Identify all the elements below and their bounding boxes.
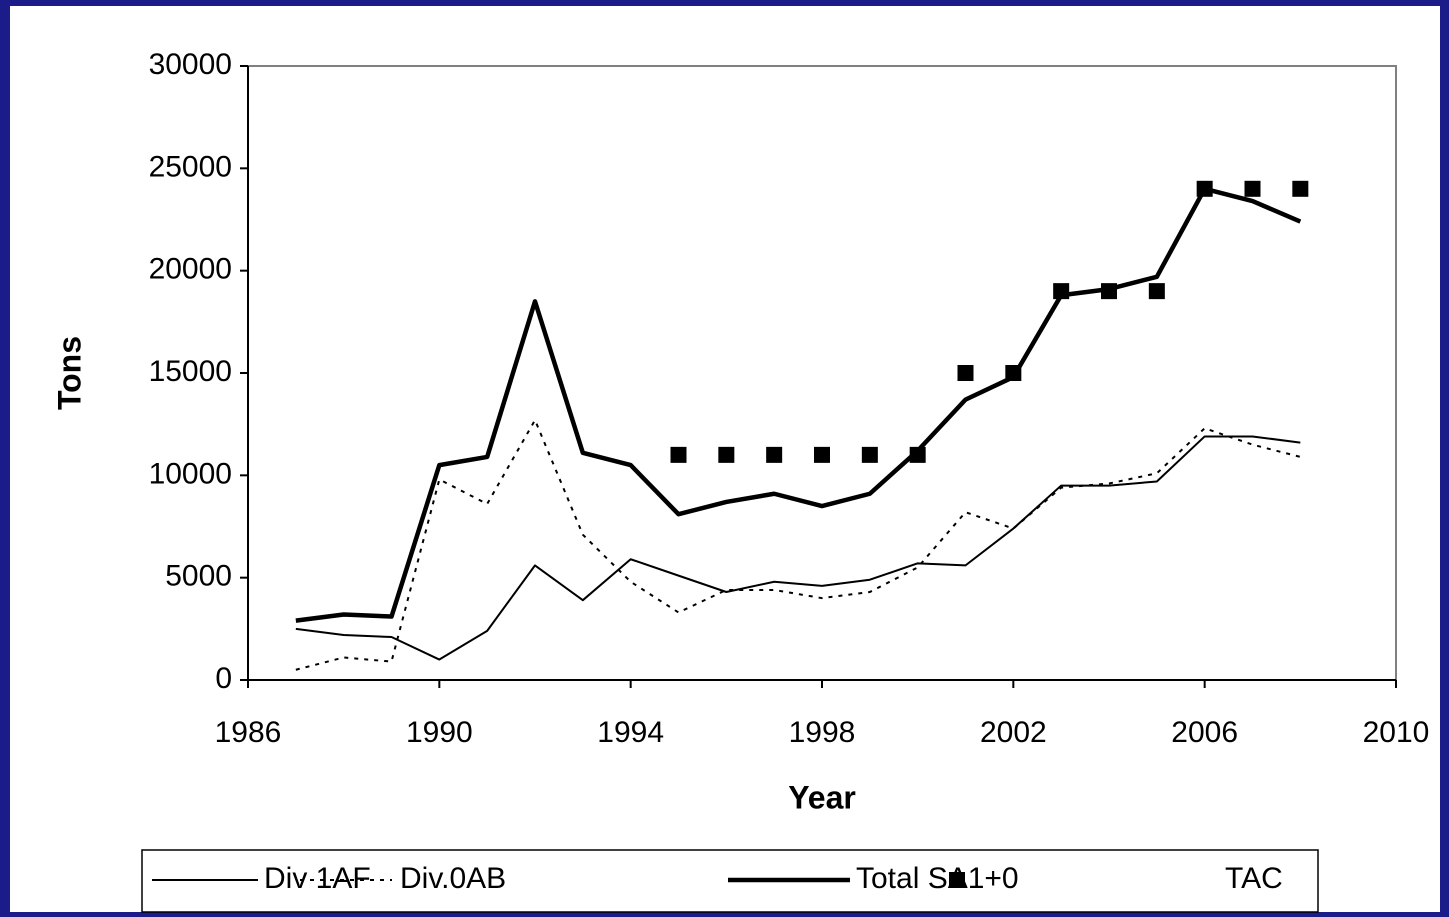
legend-label: TAC	[1225, 862, 1283, 895]
x-tick-label: 1994	[597, 716, 664, 749]
marker	[718, 446, 735, 463]
marker	[1244, 180, 1261, 197]
marker	[909, 446, 926, 463]
marker	[814, 446, 830, 463]
y-tick-label: 10000	[149, 457, 232, 490]
y-tick-label: 30000	[149, 48, 232, 81]
x-tick-label: 1998	[789, 716, 856, 749]
y-tick-label: 0	[215, 662, 232, 695]
marker	[1196, 180, 1213, 197]
x-tick-label: 2006	[1171, 716, 1238, 749]
line	[295, 435, 1301, 661]
marker	[670, 446, 687, 463]
marker	[1292, 180, 1309, 197]
x-axis-title: Year	[788, 779, 856, 815]
line	[295, 419, 1301, 671]
x-tick-label: 1986	[215, 716, 282, 749]
y-tick-label: 20000	[149, 253, 232, 286]
marker	[766, 446, 783, 463]
marker	[1101, 283, 1117, 300]
marker	[957, 365, 974, 381]
y-axis-title: Tons	[51, 336, 87, 410]
legend-marker	[949, 872, 965, 888]
marker	[1005, 365, 1022, 381]
marker	[1053, 283, 1070, 300]
legend-label: Div 1AF	[264, 862, 371, 895]
marker	[861, 446, 878, 463]
legend-label: Total SA1+0	[856, 862, 1019, 895]
legend-label: Div.0AB	[400, 862, 506, 895]
x-tick-label: 2010	[1363, 716, 1430, 749]
y-tick-label: 5000	[165, 560, 232, 593]
y-tick-label: 15000	[149, 355, 232, 388]
line	[295, 186, 1302, 623]
y-tick-label: 25000	[149, 150, 232, 183]
x-tick-label: 2002	[980, 716, 1047, 749]
marker	[1148, 283, 1165, 300]
x-tick-label: 1990	[406, 716, 473, 749]
